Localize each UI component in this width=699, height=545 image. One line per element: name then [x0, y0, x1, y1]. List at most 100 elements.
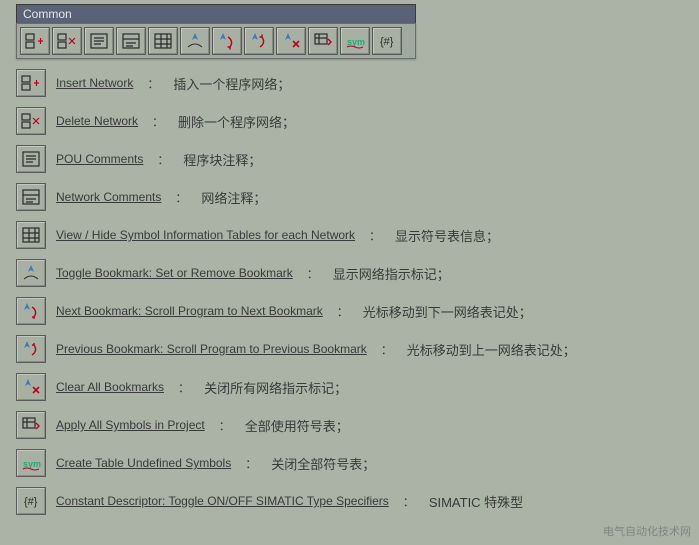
symbol-table-button[interactable]: [16, 221, 46, 249]
network-comments-button[interactable]: [16, 183, 46, 211]
apply-symbols-icon: [312, 31, 334, 51]
toolbar-undefined-symbols[interactable]: sym: [340, 27, 370, 55]
toolbar-symbol-table[interactable]: [148, 27, 178, 55]
toolbar-next-bookmark[interactable]: [212, 27, 242, 55]
row-link[interactable]: Toggle Bookmark: Set or Remove Bookmark: [56, 266, 293, 280]
undefined-symbols-button[interactable]: sym: [16, 449, 46, 477]
row-sep: ：: [152, 113, 164, 130]
apply-symbols-icon: [20, 415, 42, 435]
row-link[interactable]: Apply All Symbols in Project: [56, 418, 205, 432]
svg-text:sym: sym: [23, 459, 41, 469]
toolbar-apply-symbols[interactable]: [308, 27, 338, 55]
pou-comments-icon: [20, 149, 42, 169]
symbol-table-icon: [20, 225, 42, 245]
row-desc: 网络注释；: [201, 188, 266, 207]
row-sep: ：: [381, 341, 393, 358]
row-link[interactable]: Network Comments: [56, 190, 161, 204]
next-bookmark-icon: [20, 301, 42, 321]
row-sep: ：: [337, 303, 349, 320]
undefined-symbols-icon: sym: [20, 453, 42, 473]
previous-bookmark-button[interactable]: [16, 335, 46, 363]
toolbar-toggle-bookmark[interactable]: [180, 27, 210, 55]
row-sep: ：: [147, 75, 159, 92]
row-link[interactable]: Previous Bookmark: Scroll Program to Pre…: [56, 342, 367, 356]
row-sep: ：: [369, 227, 381, 244]
row-link[interactable]: Constant Descriptor: Toggle ON/OFF SIMAT…: [56, 494, 389, 508]
svg-text:{#}: {#}: [24, 496, 38, 508]
row-link[interactable]: Delete Network: [56, 114, 138, 128]
row-sep: ：: [157, 151, 169, 168]
clear-bookmarks-icon: [20, 377, 42, 397]
delete-network-button[interactable]: [16, 107, 46, 135]
row-sep: ：: [403, 493, 415, 510]
svg-text:{#}: {#}: [380, 36, 394, 48]
undefined-symbols-icon: sym: [344, 31, 366, 51]
toolbar-constant-descriptor[interactable]: {#}: [372, 27, 402, 55]
row-sep: ：: [175, 189, 187, 206]
insert-network-button[interactable]: [16, 69, 46, 97]
row-link[interactable]: Insert Network: [56, 76, 133, 90]
row-symbol-table: View / Hide Symbol Information Tables fo…: [16, 221, 683, 249]
row-link[interactable]: Create Table Undefined Symbols: [56, 456, 231, 470]
row-link[interactable]: Clear All Bookmarks: [56, 380, 164, 394]
toggle-bookmark-button[interactable]: [16, 259, 46, 287]
toolbar-previous-bookmark[interactable]: [244, 27, 274, 55]
previous-bookmark-icon: [20, 339, 42, 359]
row-desc: 关闭全部符号表；: [271, 454, 375, 473]
row-sep: ：: [307, 265, 319, 282]
toolbar-delete-network[interactable]: [52, 27, 82, 55]
insert-network-icon: [24, 31, 46, 51]
apply-symbols-button[interactable]: [16, 411, 46, 439]
row-clear-bookmarks: Clear All Bookmarks ： 关闭所有网络指示标记；: [16, 373, 683, 401]
row-pou-comments: POU Comments ： 程序块注释；: [16, 145, 683, 173]
row-network-comments: Network Comments ： 网络注释；: [16, 183, 683, 211]
toggle-bookmark-icon: [20, 263, 42, 283]
row-desc: 插入一个程序网络；: [173, 74, 290, 93]
row-desc: 删除一个程序网络；: [178, 112, 295, 131]
row-desc: 光标移动到下一网络表记处；: [363, 302, 532, 321]
row-desc: 显示符号表信息；: [395, 226, 499, 245]
toolbar-network-comments[interactable]: [116, 27, 146, 55]
constant-descriptor-button[interactable]: {#}: [16, 487, 46, 515]
row-toggle-bookmark: Toggle Bookmark: Set or Remove Bookmark …: [16, 259, 683, 287]
constant-descriptor-icon: {#}: [376, 31, 398, 51]
toggle-bookmark-icon: [184, 31, 206, 51]
svg-text:sym: sym: [347, 37, 365, 47]
delete-network-icon: [20, 111, 42, 131]
row-insert-network: Insert Network ： 插入一个程序网络；: [16, 69, 683, 97]
row-sep: ：: [178, 379, 190, 396]
network-comments-icon: [20, 187, 42, 207]
toolbar-region: Common sym: [16, 4, 683, 59]
row-link[interactable]: View / Hide Symbol Information Tables fo…: [56, 228, 355, 242]
clear-bookmarks-icon: [280, 31, 302, 51]
row-link[interactable]: POU Comments: [56, 152, 143, 166]
row-desc: SIMATIC 特殊型: [429, 492, 523, 511]
row-desc: 显示网络指示标记；: [333, 264, 450, 283]
row-desc: 全部使用符号表；: [245, 416, 349, 435]
toolbar-pou-comments[interactable]: [84, 27, 114, 55]
row-link[interactable]: Next Bookmark: Scroll Program to Next Bo…: [56, 304, 323, 318]
pou-comments-icon: [88, 31, 110, 51]
row-delete-network: Delete Network ： 删除一个程序网络；: [16, 107, 683, 135]
insert-network-icon: [20, 73, 42, 93]
constant-descriptor-icon: {#}: [20, 491, 42, 511]
symbol-table-icon: [152, 31, 174, 51]
toolbar-title: Common: [16, 4, 416, 23]
row-sep: ：: [219, 417, 231, 434]
row-desc: 光标移动到上一网络表记处；: [407, 340, 576, 359]
command-list: Insert Network ： 插入一个程序网络； Delete Networ…: [16, 69, 683, 515]
clear-bookmarks-button[interactable]: [16, 373, 46, 401]
delete-network-icon: [56, 31, 78, 51]
row-apply-symbols: Apply All Symbols in Project ： 全部使用符号表；: [16, 411, 683, 439]
toolbar-insert-network[interactable]: [20, 27, 50, 55]
toolbar-clear-bookmarks[interactable]: [276, 27, 306, 55]
row-constant-descriptor: {#} Constant Descriptor: Toggle ON/OFF S…: [16, 487, 683, 515]
network-comments-icon: [120, 31, 142, 51]
row-sep: ：: [245, 455, 257, 472]
row-previous-bookmark: Previous Bookmark: Scroll Program to Pre…: [16, 335, 683, 363]
pou-comments-button[interactable]: [16, 145, 46, 173]
watermark: 电气自动化技术网: [603, 523, 691, 539]
row-desc: 程序块注释；: [183, 150, 261, 169]
row-undefined-symbols: sym Create Table Undefined Symbols ： 关闭全…: [16, 449, 683, 477]
next-bookmark-button[interactable]: [16, 297, 46, 325]
